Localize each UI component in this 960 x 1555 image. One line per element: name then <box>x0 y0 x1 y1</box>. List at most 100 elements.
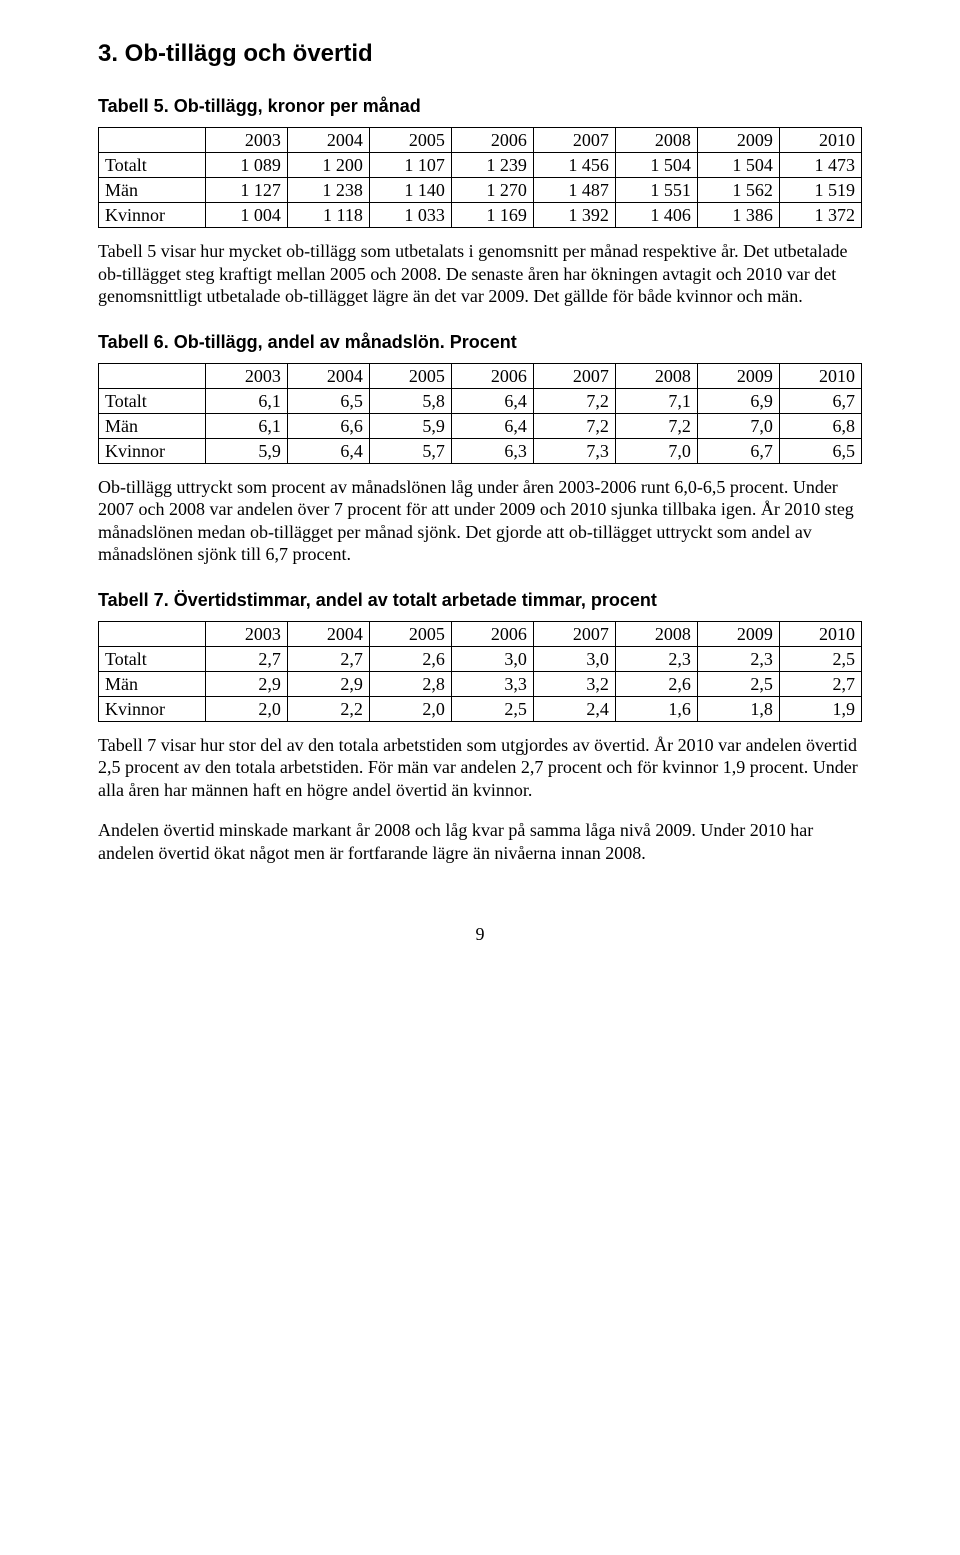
table-row: Män 1 127 1 238 1 140 1 270 1 487 1 551 … <box>99 178 862 203</box>
cell: 6,4 <box>287 438 369 463</box>
table6: 2003 2004 2005 2006 2007 2008 2009 2010 … <box>98 363 862 464</box>
row-label: Totalt <box>99 646 206 671</box>
cell: 1 519 <box>779 178 861 203</box>
cell: 1 089 <box>205 153 287 178</box>
cell: 2,7 <box>287 646 369 671</box>
cell: 6,1 <box>205 388 287 413</box>
cell: 5,9 <box>205 438 287 463</box>
cell: 1 107 <box>369 153 451 178</box>
cell: 1 551 <box>615 178 697 203</box>
cell: 1 504 <box>615 153 697 178</box>
cell: 2,2 <box>287 696 369 721</box>
cell: 7,3 <box>533 438 615 463</box>
cell: 2,5 <box>451 696 533 721</box>
table-header-blank <box>99 621 206 646</box>
table-header-year: 2005 <box>369 363 451 388</box>
table-header-year: 2009 <box>697 128 779 153</box>
table-row: Totalt 2,7 2,7 2,6 3,0 3,0 2,3 2,3 2,5 <box>99 646 862 671</box>
table-header-year: 2003 <box>205 128 287 153</box>
cell: 3,0 <box>451 646 533 671</box>
cell: 2,3 <box>615 646 697 671</box>
table-row: Kvinnor 2,0 2,2 2,0 2,5 2,4 1,6 1,8 1,9 <box>99 696 862 721</box>
table-header-year: 2008 <box>615 128 697 153</box>
table-header-year: 2010 <box>779 363 861 388</box>
cell: 1,9 <box>779 696 861 721</box>
cell: 3,2 <box>533 671 615 696</box>
table-header-blank <box>99 128 206 153</box>
cell: 1 372 <box>779 203 861 228</box>
cell: 2,5 <box>697 671 779 696</box>
table-row: Män 6,1 6,6 5,9 6,4 7,2 7,2 7,0 6,8 <box>99 413 862 438</box>
paragraph-table5: Tabell 5 visar hur mycket ob-tillägg som… <box>98 240 862 308</box>
paragraph-table7-b: Andelen övertid minskade markant år 2008… <box>98 819 862 864</box>
cell: 3,3 <box>451 671 533 696</box>
table-row: Totalt 6,1 6,5 5,8 6,4 7,2 7,1 6,9 6,7 <box>99 388 862 413</box>
table-header-year: 2004 <box>287 621 369 646</box>
cell: 2,9 <box>287 671 369 696</box>
cell: 1 118 <box>287 203 369 228</box>
cell: 2,0 <box>369 696 451 721</box>
cell: 1 200 <box>287 153 369 178</box>
cell: 2,5 <box>779 646 861 671</box>
table5-title: Tabell 5. Ob-tillägg, kronor per månad <box>98 96 862 117</box>
cell: 2,7 <box>205 646 287 671</box>
table-header-year: 2003 <box>205 621 287 646</box>
cell: 1 487 <box>533 178 615 203</box>
cell: 1 238 <box>287 178 369 203</box>
cell: 7,0 <box>615 438 697 463</box>
row-label: Totalt <box>99 153 206 178</box>
table-header-year: 2009 <box>697 621 779 646</box>
cell: 1 033 <box>369 203 451 228</box>
table5: 2003 2004 2005 2006 2007 2008 2009 2010 … <box>98 127 862 228</box>
table-header-row: 2003 2004 2005 2006 2007 2008 2009 2010 <box>99 621 862 646</box>
cell: 5,8 <box>369 388 451 413</box>
cell: 2,6 <box>369 646 451 671</box>
cell: 3,0 <box>533 646 615 671</box>
row-label: Män <box>99 671 206 696</box>
table-header-row: 2003 2004 2005 2006 2007 2008 2009 2010 <box>99 128 862 153</box>
table7: 2003 2004 2005 2006 2007 2008 2009 2010 … <box>98 621 862 722</box>
table-header-year: 2010 <box>779 621 861 646</box>
cell: 1 386 <box>697 203 779 228</box>
cell: 1 473 <box>779 153 861 178</box>
cell: 7,2 <box>533 413 615 438</box>
cell: 1 140 <box>369 178 451 203</box>
table-header-year: 2005 <box>369 128 451 153</box>
cell: 1 562 <box>697 178 779 203</box>
table-header-year: 2008 <box>615 363 697 388</box>
row-label: Kvinnor <box>99 696 206 721</box>
cell: 7,1 <box>615 388 697 413</box>
cell: 1,6 <box>615 696 697 721</box>
table-row: Totalt 1 089 1 200 1 107 1 239 1 456 1 5… <box>99 153 862 178</box>
cell: 5,9 <box>369 413 451 438</box>
cell: 7,0 <box>697 413 779 438</box>
table-header-blank <box>99 363 206 388</box>
cell: 1 392 <box>533 203 615 228</box>
cell: 6,4 <box>451 413 533 438</box>
cell: 1 239 <box>451 153 533 178</box>
table-header-year: 2009 <box>697 363 779 388</box>
cell: 2,7 <box>779 671 861 696</box>
cell: 1 169 <box>451 203 533 228</box>
table-row: Kvinnor 1 004 1 118 1 033 1 169 1 392 1 … <box>99 203 862 228</box>
table-row: Män 2,9 2,9 2,8 3,3 3,2 2,6 2,5 2,7 <box>99 671 862 696</box>
cell: 7,2 <box>615 413 697 438</box>
cell: 1 127 <box>205 178 287 203</box>
row-label: Kvinnor <box>99 438 206 463</box>
cell: 6,5 <box>287 388 369 413</box>
cell: 6,9 <box>697 388 779 413</box>
table-header-year: 2006 <box>451 363 533 388</box>
cell: 1 406 <box>615 203 697 228</box>
table-header-year: 2006 <box>451 128 533 153</box>
table-header-year: 2007 <box>533 363 615 388</box>
cell: 2,9 <box>205 671 287 696</box>
row-label: Totalt <box>99 388 206 413</box>
cell: 1 456 <box>533 153 615 178</box>
table-header-year: 2007 <box>533 128 615 153</box>
table-row: Kvinnor 5,9 6,4 5,7 6,3 7,3 7,0 6,7 6,5 <box>99 438 862 463</box>
cell: 2,0 <box>205 696 287 721</box>
table-header-year: 2005 <box>369 621 451 646</box>
cell: 1 004 <box>205 203 287 228</box>
paragraph-table7-a: Tabell 7 visar hur stor del av den total… <box>98 734 862 802</box>
section-title: 3. Ob-tillägg och övertid <box>98 40 862 68</box>
